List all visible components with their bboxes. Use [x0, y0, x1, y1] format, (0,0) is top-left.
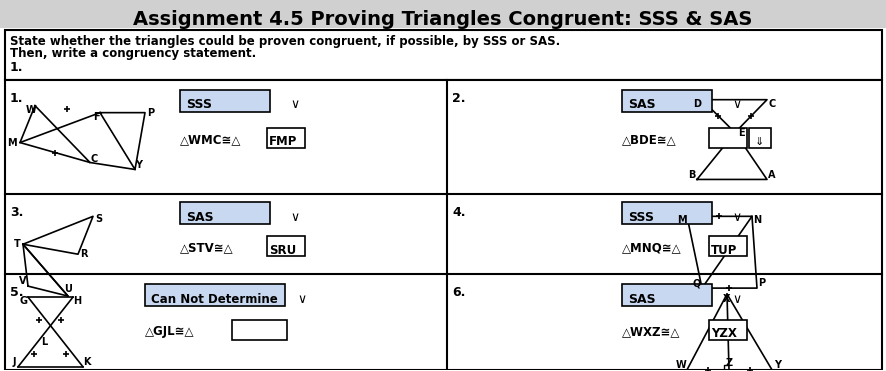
- Text: △STV≅△: △STV≅△: [180, 242, 233, 255]
- Text: ∨: ∨: [731, 98, 741, 111]
- Text: △BDE≅△: △BDE≅△: [621, 133, 676, 146]
- Bar: [180, 202, 269, 224]
- Text: P: P: [758, 278, 765, 288]
- Text: Y: Y: [136, 161, 143, 171]
- Text: K: K: [83, 357, 90, 367]
- Text: M: M: [7, 138, 17, 148]
- Text: E: E: [737, 128, 743, 138]
- Text: △GJL≅△: △GJL≅△: [144, 325, 194, 338]
- Text: D: D: [692, 99, 700, 109]
- Text: C: C: [767, 99, 774, 109]
- Text: V: V: [19, 276, 27, 286]
- Text: SAS: SAS: [627, 293, 655, 306]
- Bar: [708, 236, 746, 256]
- Text: L: L: [41, 337, 47, 347]
- Text: T: T: [13, 239, 20, 249]
- Text: H: H: [73, 296, 81, 306]
- Text: G: G: [20, 296, 28, 306]
- Text: FMP: FMP: [268, 135, 297, 148]
- Text: C: C: [90, 154, 97, 164]
- Text: SAS: SAS: [627, 98, 655, 111]
- Text: SSS: SSS: [627, 211, 653, 224]
- Text: Can Not Determine: Can Not Determine: [151, 293, 277, 306]
- Text: ∨: ∨: [731, 211, 741, 224]
- Text: P: P: [147, 108, 154, 118]
- Text: 3.: 3.: [10, 206, 23, 219]
- Bar: [621, 90, 711, 112]
- Text: △WXZ≅△: △WXZ≅△: [621, 325, 680, 338]
- Text: S: S: [96, 214, 103, 224]
- Text: SSS: SSS: [186, 98, 212, 111]
- Text: Q: Q: [692, 278, 700, 288]
- Text: 4.: 4.: [452, 206, 465, 219]
- Text: △WMC≅△: △WMC≅△: [180, 133, 241, 146]
- Bar: [144, 284, 284, 306]
- Text: X: X: [722, 294, 730, 304]
- Text: N: N: [752, 215, 760, 225]
- Text: △MNQ≅△: △MNQ≅△: [621, 242, 680, 255]
- Text: SAS: SAS: [186, 211, 214, 224]
- Bar: [708, 320, 746, 340]
- Text: 2.: 2.: [452, 92, 465, 105]
- Text: Y: Y: [773, 360, 781, 370]
- Bar: [748, 128, 770, 148]
- Text: F: F: [92, 112, 99, 122]
- Bar: [267, 236, 305, 256]
- Bar: [232, 320, 287, 340]
- Text: A: A: [767, 170, 775, 180]
- Bar: [267, 128, 305, 148]
- Text: YZX: YZX: [711, 328, 736, 341]
- Text: W: W: [26, 105, 36, 115]
- Text: R: R: [80, 249, 88, 259]
- Text: Assignment 4.5 Proving Triangles Congruent: SSS & SAS: Assignment 4.5 Proving Triangles Congrue…: [133, 10, 752, 29]
- Bar: [5, 80, 881, 370]
- Text: SRU: SRU: [268, 244, 296, 257]
- Text: Then, write a congruency statement.: Then, write a congruency statement.: [10, 47, 256, 60]
- Text: ∨: ∨: [731, 293, 741, 306]
- Bar: [5, 30, 881, 80]
- Text: U: U: [64, 284, 72, 294]
- Text: 1.: 1.: [10, 61, 23, 74]
- Text: ∨: ∨: [290, 211, 299, 224]
- Text: J: J: [12, 357, 16, 367]
- Bar: [180, 90, 269, 112]
- Text: ∨: ∨: [297, 293, 306, 306]
- Text: 5.: 5.: [10, 286, 23, 299]
- Text: M: M: [676, 215, 686, 225]
- Text: 6.: 6.: [452, 286, 465, 299]
- Text: W: W: [675, 360, 686, 370]
- Text: 1.: 1.: [10, 92, 23, 105]
- Bar: [0, 0, 886, 28]
- Text: State whether the triangles could be proven congruent, if possible, by SSS or SA: State whether the triangles could be pro…: [10, 35, 560, 48]
- Text: TUP: TUP: [711, 244, 736, 257]
- Bar: [621, 202, 711, 224]
- Text: Z: Z: [725, 358, 732, 368]
- Text: ∨: ∨: [290, 98, 299, 111]
- Bar: [621, 284, 711, 306]
- Text: B: B: [688, 170, 695, 180]
- Text: ⇓: ⇓: [754, 137, 764, 147]
- Bar: [708, 128, 746, 148]
